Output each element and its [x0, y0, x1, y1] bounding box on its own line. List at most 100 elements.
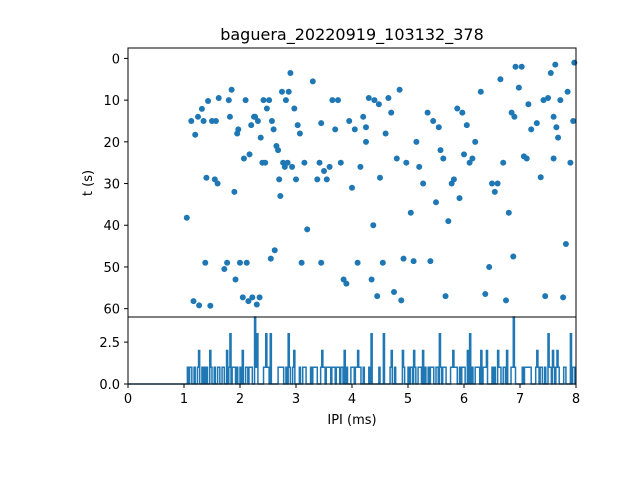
raster-point [398, 297, 405, 304]
raster-point [224, 259, 231, 266]
raster-point [263, 105, 270, 112]
raster-point [512, 63, 519, 70]
raster-point [296, 130, 303, 137]
raster-point [388, 109, 395, 116]
raster-point [550, 113, 557, 120]
raster-point [486, 263, 493, 270]
raster-point [240, 155, 247, 162]
raster-point [564, 88, 571, 95]
raster-point [433, 199, 439, 206]
raster-point [321, 168, 327, 175]
raster-point [277, 193, 284, 200]
raster-point [196, 302, 203, 309]
raster-point [505, 209, 512, 216]
raster-point [547, 70, 554, 77]
raster-point [183, 214, 190, 221]
y-tick-label: 20 [103, 136, 120, 151]
raster-point [456, 195, 463, 202]
raster-point [304, 226, 311, 233]
raster-point [567, 159, 574, 166]
raster-point [294, 122, 301, 129]
raster-point [237, 259, 243, 266]
raster-point [377, 174, 383, 181]
raster-point [354, 259, 361, 266]
raster-point [440, 155, 447, 162]
raster-point [214, 180, 221, 187]
raster-point [268, 117, 275, 124]
x-tick-label: 5 [404, 392, 412, 407]
raster-point [200, 117, 207, 124]
raster-point [192, 131, 199, 138]
raster-point [215, 95, 222, 102]
raster-point [212, 117, 219, 124]
y-tick-label: 0 [112, 52, 120, 67]
raster-point [537, 174, 544, 181]
raster-point [335, 97, 341, 104]
raster-point [242, 97, 249, 104]
raster-point [400, 255, 407, 262]
x-tick-label: 4 [348, 392, 356, 407]
raster-point [435, 124, 442, 131]
raster-point [540, 97, 547, 104]
raster-point [301, 159, 308, 166]
x-tick-label: 3 [292, 392, 300, 407]
x-tick-label: 1 [180, 392, 188, 407]
raster-point [363, 124, 369, 131]
raster-point [437, 147, 444, 154]
raster-point [420, 180, 427, 187]
raster-point [525, 101, 532, 108]
raster-point [491, 188, 498, 195]
raster-point [309, 78, 316, 85]
raster-point [221, 266, 228, 273]
raster-point [245, 298, 252, 305]
raster-point [463, 122, 470, 129]
raster-point [533, 120, 540, 127]
raster-point [503, 297, 509, 304]
raster-point [293, 176, 299, 183]
histogram-y-ticks: 0.0 2.5 [99, 336, 128, 393]
hist-y-tick-label: 2.5 [99, 336, 120, 351]
raster-point [368, 276, 375, 283]
raster-point [371, 97, 378, 104]
raster-point [553, 124, 560, 131]
raster-point [276, 176, 283, 183]
raster-point [450, 176, 457, 183]
raster-point [545, 95, 551, 102]
raster-point [267, 255, 274, 262]
raster-point [393, 155, 400, 162]
x-tick-label: 6 [460, 392, 468, 407]
x-tick-label: 8 [572, 392, 580, 407]
raster-point [430, 117, 437, 124]
raster-point [528, 126, 535, 133]
raster-point [382, 130, 389, 137]
raster-point [318, 120, 325, 127]
raster-point [284, 159, 291, 166]
raster-point [289, 163, 296, 170]
raster-point [396, 86, 403, 93]
raster-point [346, 117, 353, 124]
raster-point [550, 155, 557, 162]
x-tick-label: 7 [516, 392, 524, 407]
raster-point [239, 294, 246, 301]
raster-point [203, 174, 210, 181]
raster-point [198, 105, 205, 112]
raster-point [482, 291, 489, 298]
raster-point [207, 302, 214, 309]
raster-point [257, 134, 264, 141]
raster-point [279, 88, 285, 95]
raster-point [246, 151, 253, 158]
raster-points [183, 59, 578, 309]
raster-y-ticks: 0 10 20 30 40 50 60 [103, 52, 128, 318]
raster-point [323, 176, 330, 183]
raster-point [459, 109, 466, 116]
raster-point [326, 163, 333, 170]
raster-point [332, 126, 339, 133]
raster-point [360, 113, 367, 120]
raster-point [363, 138, 369, 145]
y-tick-label: 40 [103, 219, 120, 234]
raster-point [270, 126, 277, 133]
raster-point [523, 155, 530, 162]
raster-point [416, 163, 423, 170]
